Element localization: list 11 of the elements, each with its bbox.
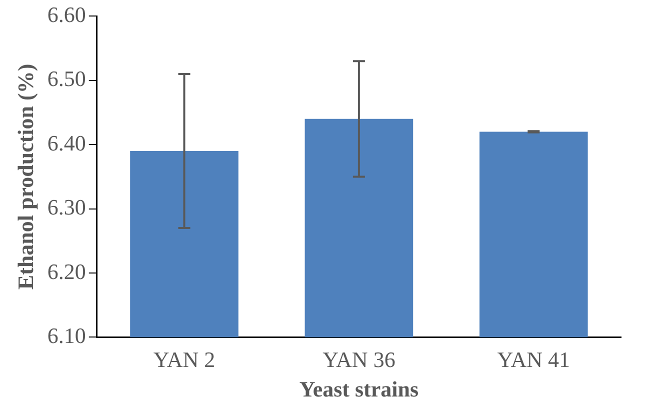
y-tick-label: 6.50 xyxy=(47,66,86,92)
x-tick-label: YAN 2 xyxy=(153,347,216,372)
y-tick-label: 6.60 xyxy=(47,2,86,27)
y-tick-label: 6.10 xyxy=(47,322,86,348)
y-tick-label: 6.40 xyxy=(47,130,86,156)
x-axis-title: Yeast strains xyxy=(299,376,419,402)
x-tick-label: YAN 36 xyxy=(322,347,396,372)
y-tick-label: 6.20 xyxy=(47,258,86,284)
y-tick-label: 6.30 xyxy=(47,194,86,220)
y-axis-title: Ethanol production (%) xyxy=(12,64,38,290)
x-tick-label: YAN 41 xyxy=(497,347,570,372)
